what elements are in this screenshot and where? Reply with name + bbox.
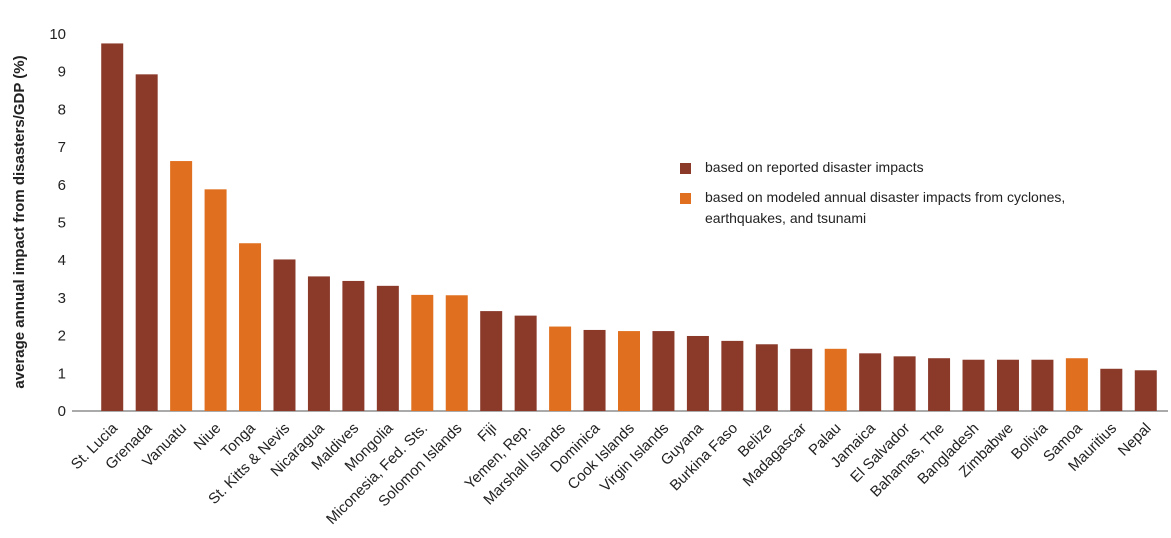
y-tick-label: 5 <box>58 215 66 232</box>
bar <box>1100 368 1123 411</box>
bar <box>376 285 399 411</box>
x-tick-label: Nepal <box>1115 420 1155 460</box>
y-tick-label: 10 <box>49 26 66 43</box>
bar <box>549 326 572 411</box>
bar <box>1031 359 1054 411</box>
legend-swatch <box>680 193 691 204</box>
x-tick-label: Fiji <box>474 420 500 446</box>
bar <box>170 161 193 411</box>
bar <box>1134 370 1157 411</box>
bar <box>239 243 262 411</box>
y-tick-label: 6 <box>58 177 66 194</box>
y-tick-label: 8 <box>58 101 66 118</box>
y-tick-label: 1 <box>58 365 66 382</box>
bar <box>273 259 296 411</box>
bar <box>135 74 158 412</box>
bar <box>755 344 778 411</box>
bar <box>859 353 882 411</box>
y-tick-label: 9 <box>58 64 66 81</box>
legend-item: based on modeled annual disaster impacts… <box>680 189 1080 229</box>
bar <box>411 294 434 411</box>
bar <box>514 315 537 411</box>
bar <box>618 331 640 411</box>
bar <box>893 356 916 411</box>
y-tick-label: 2 <box>58 328 66 345</box>
bar <box>1065 358 1088 411</box>
bar <box>583 329 606 411</box>
y-axis-label: average annual impact from disasters/GDP… <box>11 55 28 388</box>
bar <box>721 340 744 411</box>
bar <box>480 311 503 411</box>
legend-label: based on modeled annual disaster impacts… <box>705 189 1066 226</box>
y-tick-label: 7 <box>58 139 66 156</box>
bar <box>824 348 847 411</box>
y-tick-label: 3 <box>58 290 66 307</box>
bar <box>928 358 951 411</box>
bar <box>962 359 985 411</box>
bar <box>101 43 124 412</box>
legend-label: based on reported disaster impacts <box>705 159 924 175</box>
legend-swatch <box>680 163 691 174</box>
bar <box>996 359 1019 411</box>
bar <box>686 335 709 411</box>
bar <box>342 280 365 411</box>
y-tick-label: 4 <box>58 252 66 269</box>
bar <box>204 189 227 411</box>
bar <box>790 348 813 411</box>
y-tick-label: 0 <box>58 403 66 420</box>
bar <box>307 276 330 411</box>
legend-item: based on reported disaster impacts <box>680 159 1080 178</box>
bar <box>652 331 675 411</box>
bar <box>445 295 468 411</box>
legend: based on reported disaster impacts based … <box>680 159 1080 241</box>
